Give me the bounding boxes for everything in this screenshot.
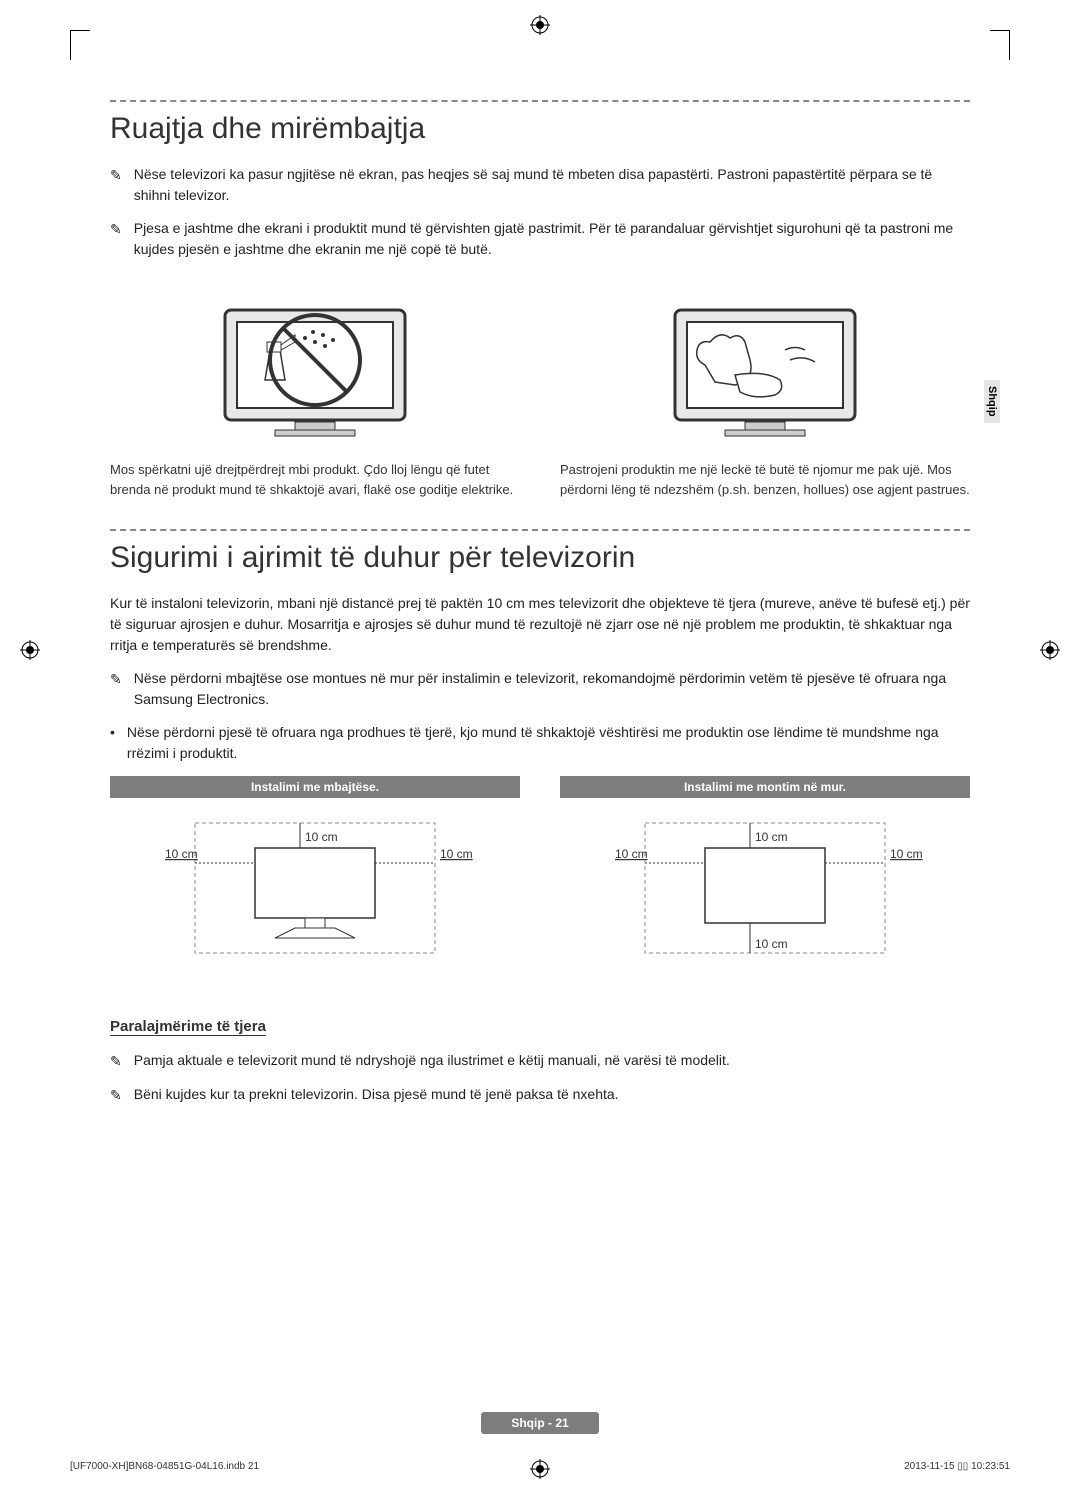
install-header-stand: Instalimi me mbajtëse.	[110, 776, 520, 798]
registration-mark	[20, 640, 40, 660]
svg-text:10 cm: 10 cm	[305, 830, 338, 844]
file-reference: [UF7000-XH]BN68-04851G-04L16.indb 21	[70, 1461, 259, 1472]
install-header-wall: Instalimi me montim në mur.	[560, 776, 970, 798]
bullet-icon: •	[110, 722, 115, 764]
section-divider	[110, 529, 970, 531]
warnings-heading: Paralajmërime të tjera	[110, 1018, 266, 1036]
note-icon: ✎	[110, 165, 122, 206]
note-item: ✎ Pjesa e jashtme dhe ekrani i produktit…	[110, 218, 970, 260]
registration-mark	[1040, 640, 1060, 660]
illustration-caption: Mos spërkatni ujë drejtpërdrejt mbi prod…	[110, 460, 520, 499]
print-footer: [UF7000-XH]BN68-04851G-04L16.indb 21 201…	[70, 1461, 1010, 1472]
note-icon: ✎	[110, 669, 122, 710]
note-item: ✎ Pamja aktuale e televizorit mund të nd…	[110, 1050, 970, 1072]
svg-text:10 cm: 10 cm	[755, 937, 788, 951]
bullet-item: • Nëse përdorni pjesë të ofruara nga pro…	[110, 722, 970, 764]
crop-mark	[990, 30, 1010, 60]
svg-text:10 cm: 10 cm	[755, 830, 788, 844]
crop-mark	[70, 30, 90, 60]
illustration-spray	[110, 280, 520, 450]
note-text: Bëni kujdes kur ta prekni televizorin. D…	[134, 1084, 619, 1106]
bullet-text: Nëse përdorni pjesë të ofruara nga prodh…	[127, 722, 970, 764]
install-diagram-wall: 10 cm 10 cm 10 cm 10 cm	[560, 798, 970, 968]
section-divider	[110, 100, 970, 102]
svg-text:10 cm: 10 cm	[440, 847, 473, 861]
illustration-caption: Pastrojeni produktin me një leckë të but…	[560, 460, 970, 499]
print-timestamp: 2013-11-15 ▯▯ 10:23:51	[904, 1461, 1010, 1472]
install-diagram-stand: 10 cm 10 cm 10 cm	[110, 798, 520, 968]
page-number: Shqip - 21	[481, 1412, 598, 1434]
note-text: Nëse përdorni mbajtëse ose montues në mu…	[134, 668, 970, 710]
language-tab: Shqip	[984, 380, 1000, 423]
svg-text:10 cm: 10 cm	[890, 847, 923, 861]
note-text: Pjesa e jashtme dhe ekrani i produktit m…	[134, 218, 970, 260]
ventilation-intro: Kur të instaloni televizorin, mbani një …	[110, 593, 970, 656]
illustration-wipe	[560, 280, 970, 450]
page-footer: Shqip - 21	[0, 1412, 1080, 1434]
note-icon: ✎	[110, 1085, 122, 1106]
note-item: ✎ Nëse përdorni mbajtëse ose montues në …	[110, 668, 970, 710]
maintenance-title: Ruajtja dhe mirëmbajtja	[110, 112, 970, 146]
ventilation-title: Sigurimi i ajrimit të duhur për televizo…	[110, 541, 970, 575]
note-text: Pamja aktuale e televizorit mund të ndry…	[134, 1050, 730, 1072]
svg-text:10 cm: 10 cm	[165, 847, 198, 861]
note-text: Nëse televizori ka pasur ngjitëse në ekr…	[134, 164, 970, 206]
note-icon: ✎	[110, 219, 122, 260]
note-item: ✎ Bëni kujdes kur ta prekni televizorin.…	[110, 1084, 970, 1106]
registration-mark	[530, 15, 550, 35]
note-item: ✎ Nëse televizori ka pasur ngjitëse në e…	[110, 164, 970, 206]
svg-text:10 cm: 10 cm	[615, 847, 648, 861]
note-icon: ✎	[110, 1051, 122, 1072]
